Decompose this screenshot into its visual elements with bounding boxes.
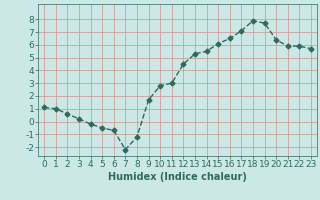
X-axis label: Humidex (Indice chaleur): Humidex (Indice chaleur) bbox=[108, 172, 247, 182]
